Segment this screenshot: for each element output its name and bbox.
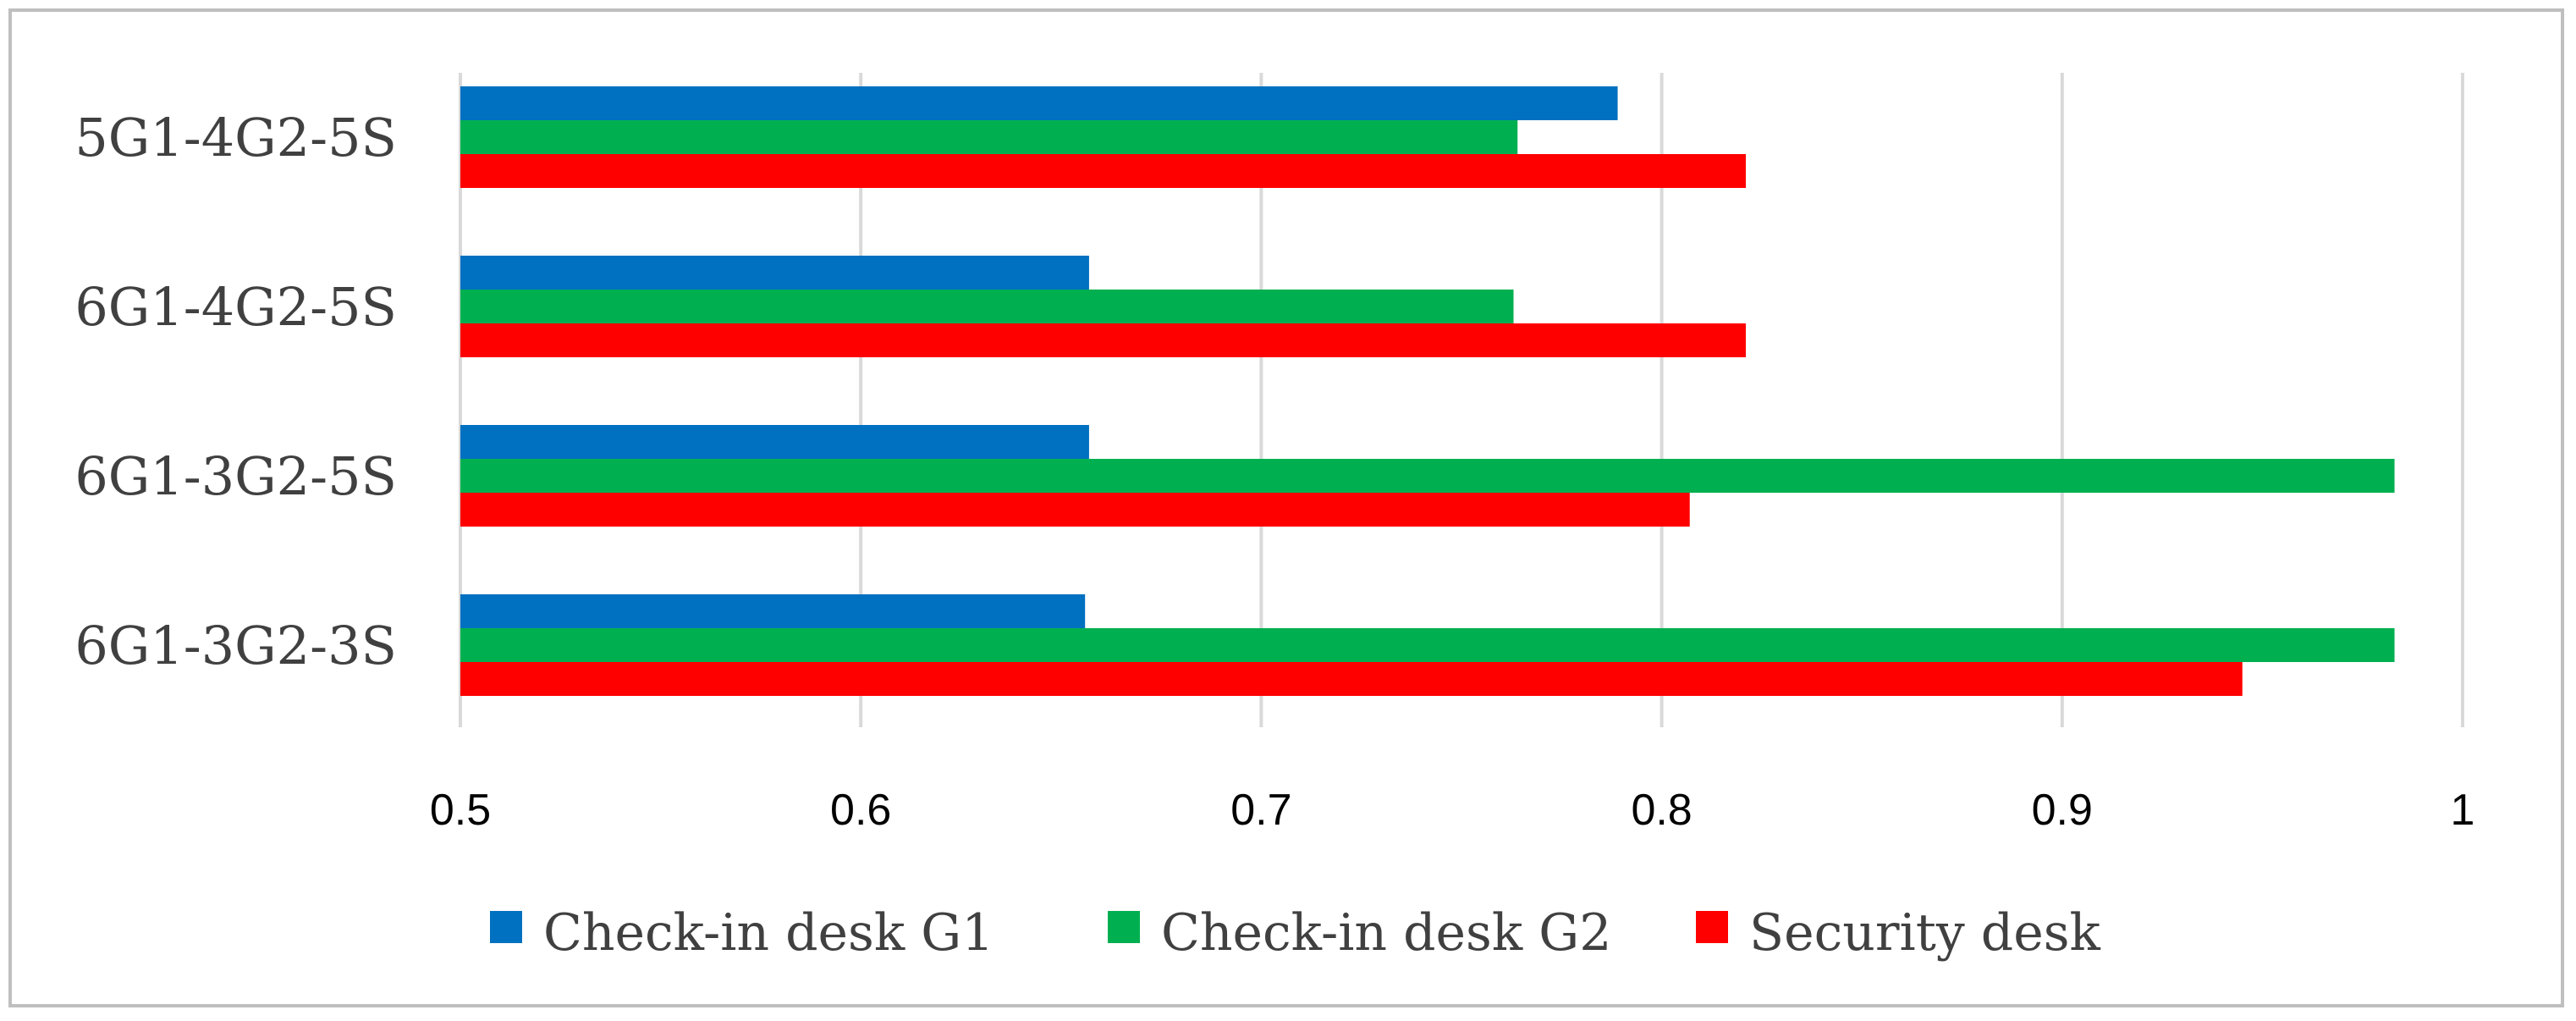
bar: [460, 662, 2243, 696]
bar: [460, 290, 1514, 323]
legend-label: Check-in desk G1: [543, 903, 994, 963]
bar: [460, 86, 1618, 120]
legend-label: Check-in desk G2: [1161, 903, 1611, 963]
category-labels: 5G1-4G2-5S 6G1-4G2-5S 6G1-3G2-5S 6G1-3G2-3S: [74, 107, 397, 676]
x-tick-label: 0.6: [830, 786, 891, 835]
x-tick-labels: 0.5 0.6 0.7 0.8 0.9 1: [430, 786, 2475, 835]
bar: [460, 154, 1746, 188]
bars: [460, 86, 2395, 696]
x-tick-label: 1: [2451, 786, 2475, 835]
x-tick-label: 0.9: [2032, 786, 2093, 835]
chart-frame: 5G1-4G2-5S 6G1-4G2-5S 6G1-3G2-5S 6G1-3G2-3S…: [8, 8, 2564, 1007]
bar: [460, 459, 2395, 493]
x-tick-label: 0.5: [430, 786, 491, 835]
category-label: 6G1-4G2-5S: [74, 276, 397, 338]
bar: [460, 120, 1518, 154]
bar: [460, 493, 1690, 527]
bar: [460, 628, 2395, 662]
legend-swatch: [490, 911, 522, 943]
horizontal-bar-chart: 5G1-4G2-5S 6G1-4G2-5S 6G1-3G2-5S 6G1-3G2-3S…: [74, 73, 2475, 963]
category-label: 5G1-4G2-5S: [74, 107, 397, 168]
bar: [460, 256, 1089, 290]
category-label: 6G1-3G2-3S: [74, 615, 397, 676]
legend-swatch: [1696, 911, 1728, 943]
x-tick-label: 0.7: [1230, 786, 1291, 835]
legend-label: Security desk: [1749, 903, 2101, 963]
bar: [460, 425, 1089, 459]
bar: [460, 323, 1746, 357]
bar: [460, 594, 1086, 628]
category-label: 6G1-3G2-5S: [74, 445, 397, 507]
legend-swatch: [1108, 911, 1140, 943]
x-tick-label: 0.8: [1631, 786, 1692, 835]
legend: Check-in desk G1 Check-in desk G2 Security…: [490, 903, 2101, 963]
